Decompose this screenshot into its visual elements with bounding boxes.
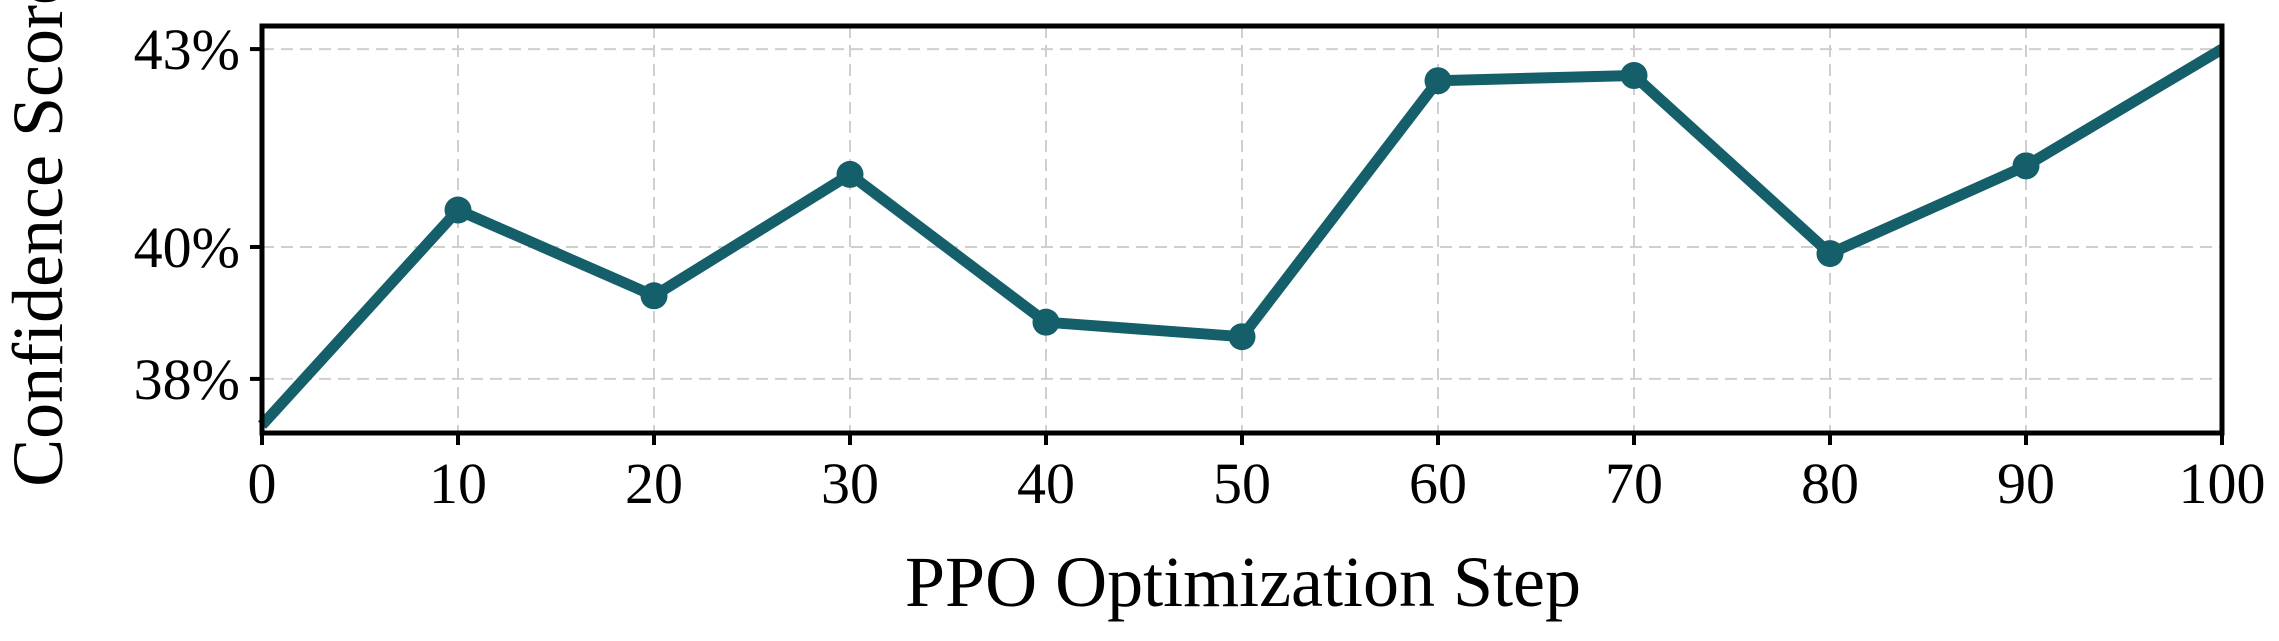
data-point <box>640 282 668 310</box>
x-tick-label: 90 <box>1997 451 2055 516</box>
y-tick-label: 43% <box>134 17 240 82</box>
data-point <box>1032 308 1060 336</box>
x-axis-title: PPO Optimization Step <box>905 542 1581 622</box>
data-point <box>1424 67 1452 95</box>
x-tick-label: 0 <box>248 451 277 516</box>
x-tick-label: 10 <box>429 451 487 516</box>
data-point <box>1620 61 1648 89</box>
x-tick-label: 100 <box>2179 451 2266 516</box>
data-point <box>1816 240 1844 268</box>
data-point <box>444 196 472 224</box>
y-axis-title: Confidence Score <box>0 0 78 487</box>
data-point <box>836 160 864 188</box>
data-point <box>2012 152 2040 180</box>
x-tick-label: 70 <box>1605 451 1663 516</box>
grid <box>261 26 2223 433</box>
x-tick-label: 60 <box>1409 451 1467 516</box>
data-point <box>1228 323 1256 351</box>
x-tick-label: 30 <box>821 451 879 516</box>
series-layer <box>257 44 2225 429</box>
x-tick-label: 20 <box>625 451 683 516</box>
y-tick-label: 38% <box>134 347 240 412</box>
tick-layer: 0 10 20 30 40 50 60 70 80 90 100 38% 40% 43% <box>134 17 2266 516</box>
x-tick-label: 50 <box>1213 451 1271 516</box>
x-tick-label: 80 <box>1801 451 1859 516</box>
x-tick-label: 40 <box>1017 451 1075 516</box>
y-tick-label: 40% <box>134 215 240 280</box>
